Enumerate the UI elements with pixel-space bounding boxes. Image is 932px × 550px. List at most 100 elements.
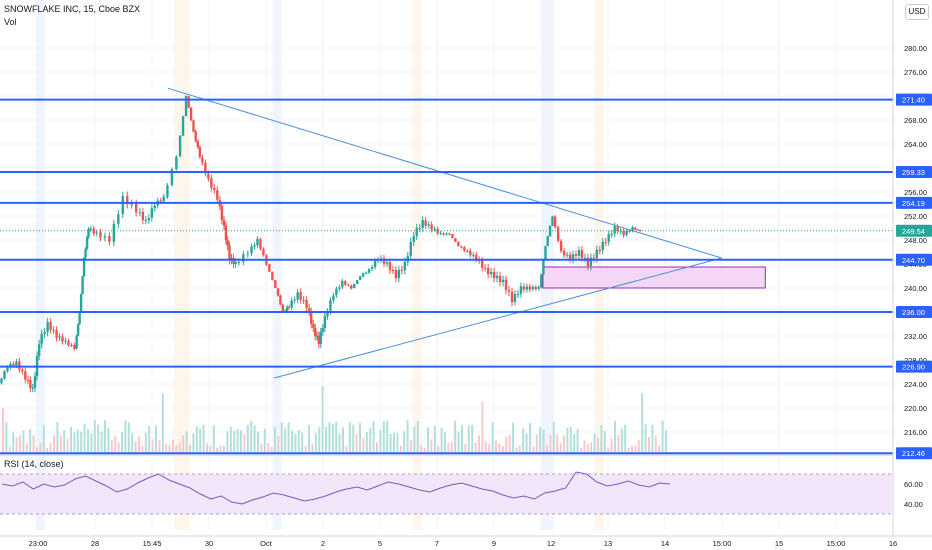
level-price-tag [896,306,932,318]
candle-body [421,220,424,228]
trend-line [274,257,722,379]
volume-bar [348,422,351,452]
candle-body [279,295,282,305]
volume-bar [501,446,504,452]
volume-bar [39,442,42,452]
candle-body [314,327,317,337]
candle-body [510,291,514,303]
volume-bar [416,420,419,452]
trend-line [167,87,722,259]
candle-body [367,269,371,273]
candle-body [87,228,90,238]
time-tick-label: 5 [378,539,382,548]
currency-button[interactable]: USD [905,4,929,20]
volume-bar [586,444,589,452]
volume-bar [104,420,106,452]
volume-bar [12,432,15,452]
candle-body [319,331,322,345]
price-tick-label: 228.00 [904,356,927,365]
volume-bar [389,433,392,452]
volume-bar [352,424,355,452]
volume-bar [250,420,253,452]
time-tick-label: 15:00 [827,539,846,548]
volume-bar [610,438,613,452]
candle-body [448,233,451,235]
candle-body [271,271,274,281]
candle-body [364,272,368,274]
candle-body [299,292,302,300]
volume-bar [627,447,630,452]
price-tick-label: 252.00 [904,212,927,221]
session-shade [174,0,190,530]
volume-bar [450,441,453,452]
volume-bar [223,445,225,452]
candle-body [528,286,532,290]
candle-body [580,249,584,259]
candle-body [326,311,329,317]
candle-body [542,259,545,275]
volume-bar [236,429,239,452]
candle-body [287,306,291,308]
candle-body [344,281,347,285]
candle-body [321,327,325,333]
volume-bar [148,426,151,452]
volume-bar [654,435,657,452]
volume-bar [2,408,4,452]
volume-bar [287,422,290,452]
volume-bar [345,446,348,452]
volume-bar [178,442,181,452]
candle-body [409,241,412,257]
candle-body [522,286,526,290]
candle-body [385,262,389,264]
candle-body [370,267,374,269]
candle-body [489,271,493,275]
level-price-label: 254.19 [902,199,925,208]
price-tick-label: 220.00 [904,404,927,413]
volume-bar [522,428,525,452]
candle-body [150,208,154,218]
volume-bar [240,430,242,452]
candle-body [430,224,433,230]
candle-body [82,257,86,277]
volume-bar [335,421,338,452]
volume-bar [406,420,409,452]
volume-bar [229,426,232,452]
candle-body [472,254,475,256]
candle-body [130,203,133,205]
candle-body [61,336,64,342]
volume-label: Vol [4,17,17,27]
volume-bar [556,434,559,452]
level-price-label: 226.90 [902,363,925,372]
candle-body [507,290,511,292]
candle-body [439,232,442,234]
volume-bar [42,425,45,452]
candle-body [9,363,12,368]
volume-bar [614,420,616,452]
volume-bar [246,424,249,452]
candle-body [95,232,98,234]
volume-bar [355,434,358,452]
volume-bar [624,424,627,452]
volume-bar [110,440,113,452]
time-tick-label: 14 [661,539,669,548]
candle-body [442,233,445,235]
level-price-label: 212.46 [902,449,925,458]
candle-body [424,220,427,226]
volume-bar [100,431,103,452]
volume-bar [270,446,273,452]
volume-bar [308,425,310,452]
candle-body [347,284,350,286]
level-price-label: 244.70 [902,256,925,265]
volume-bar [121,431,123,452]
volume-bar [342,427,344,452]
volume-bar [396,433,399,452]
candle-body [49,322,52,330]
candle-body [52,329,55,331]
volume-bar [280,422,283,452]
volume-bar [338,433,341,452]
volume-bar [457,432,460,452]
volume-bar [525,433,528,452]
volume-bar [318,427,321,452]
last-price-tag [896,224,932,237]
